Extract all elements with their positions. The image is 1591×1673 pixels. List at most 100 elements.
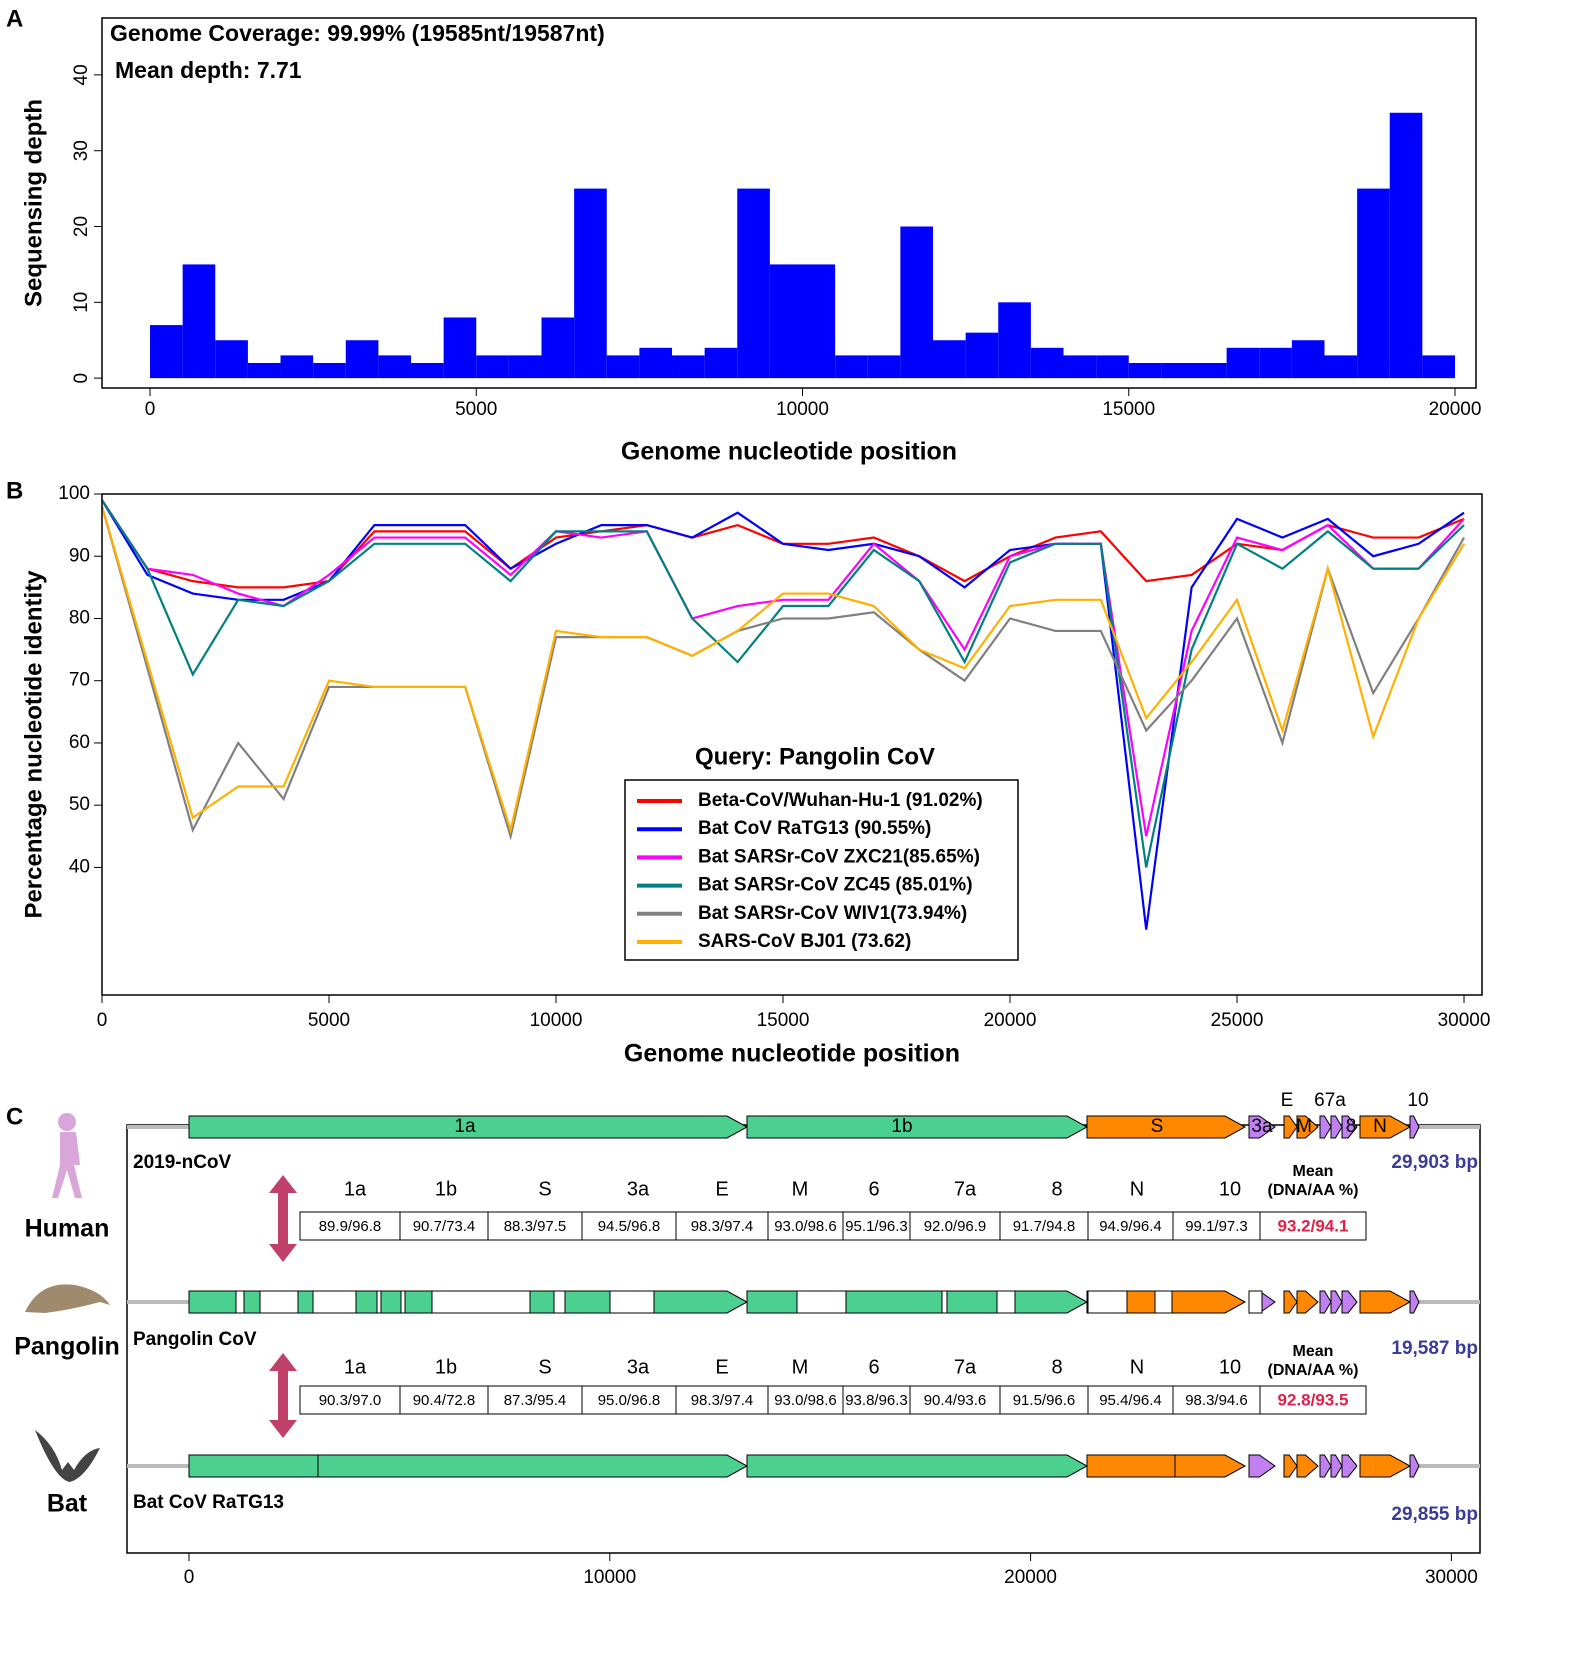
x-tick-label: 15000 [1102, 399, 1155, 420]
depth-bar [182, 264, 216, 379]
depth-bar [1063, 355, 1097, 379]
gene-label: 1a [454, 1116, 476, 1137]
x-tick-label: 20000 [1004, 1567, 1057, 1588]
y-tick-label: 10 [71, 292, 92, 313]
depth-bar [247, 362, 281, 379]
genome-name: Bat CoV RaTG13 [133, 1492, 284, 1513]
table-cell: 90.3/97.0 [319, 1392, 382, 1409]
gene-arrow [1086, 1454, 1247, 1478]
table-cell: 99.1/97.3 [1185, 1218, 1248, 1235]
table-header: M [792, 1356, 809, 1378]
depth-bar [737, 188, 770, 379]
gene-arrow [1341, 1115, 1358, 1139]
depth-bar [1096, 355, 1129, 379]
depth-bar [1357, 188, 1390, 379]
table-cell: 90.4/72.8 [413, 1392, 476, 1409]
depth-bar [639, 347, 673, 379]
y-axis-label: Percentage nucleotide identity [20, 570, 47, 919]
depth-bar [933, 340, 966, 379]
gene-arrow [1359, 1290, 1412, 1314]
table-mean: 92.8/93.5 [1278, 1390, 1349, 1409]
depth-bar [215, 340, 248, 379]
table-cell: 95.1/96.3 [845, 1218, 908, 1235]
table-cell: 90.4/93.6 [924, 1392, 987, 1409]
legend-label: SARS-CoV BJ01 (73.62) [698, 931, 911, 952]
table-cell: 88.3/97.5 [504, 1218, 567, 1235]
pangolin-icon [25, 1284, 110, 1313]
gene-label: E [1281, 1090, 1294, 1111]
table-cell: 93.0/98.6 [774, 1218, 837, 1235]
table-cell: 95.0/96.8 [598, 1392, 661, 1409]
x-tick-label: 0 [145, 399, 156, 420]
gene-arrow [1296, 1290, 1319, 1314]
gene-arrow [1086, 1115, 1247, 1139]
gap [609, 1290, 655, 1314]
depth-bar [606, 355, 640, 379]
x-tick-label: 10000 [776, 399, 829, 420]
identity-line [100, 506, 1465, 841]
table-cell: 91.7/94.8 [1013, 1218, 1076, 1235]
gene-arrow [1296, 1454, 1319, 1478]
identity-line [100, 506, 1465, 835]
depth-bar [508, 355, 542, 379]
table-cell: 94.9/96.4 [1099, 1218, 1162, 1235]
genome-length: 29,855 bp [1391, 1504, 1478, 1525]
depth-bar [769, 264, 803, 379]
gene-label: 1b [891, 1116, 912, 1137]
panel-label: B [6, 477, 23, 504]
x-tick-label: 10000 [530, 1010, 583, 1031]
gene-label: M [1296, 1116, 1312, 1137]
gene-label: 3a [1251, 1116, 1273, 1137]
table-header: 10 [1219, 1356, 1241, 1378]
depth-bar [1161, 362, 1194, 379]
gene-arrow [746, 1454, 1089, 1478]
depth-bar [443, 317, 477, 379]
y-tick-label: 90 [69, 545, 90, 566]
depth-bar [541, 317, 575, 379]
gene-arrow [1359, 1454, 1412, 1478]
gene-arrow [1248, 1115, 1276, 1139]
gap [259, 1290, 299, 1314]
table-header: E [715, 1356, 728, 1378]
x-tick-label: 20000 [1429, 399, 1482, 420]
y-tick-label: 60 [69, 732, 90, 753]
table-header: S [538, 1178, 551, 1200]
y-tick-label: 0 [71, 373, 92, 384]
table-header: 7a [954, 1356, 977, 1378]
depth-bar [704, 347, 738, 379]
gap [941, 1290, 948, 1314]
gap [1248, 1290, 1263, 1314]
legend-label: Bat SARSr-CoV WIV1(73.94%) [698, 903, 967, 924]
gene-arrow [746, 1115, 1089, 1139]
table-cell: 95.4/96.4 [1099, 1392, 1162, 1409]
depth-bar [998, 302, 1031, 379]
y-tick-label: 50 [69, 794, 90, 815]
gene-arrow [1248, 1454, 1276, 1478]
legend-label: Beta-CoV/Wuhan-Hu-1 (91.02%) [698, 790, 983, 811]
panel-label: C [6, 1103, 23, 1130]
identity-line [101, 499, 1465, 837]
legend-label: Bat CoV RaTG13 (90.55%) [698, 818, 931, 839]
species-label: Human [25, 1215, 110, 1243]
genome-name: Pangolin CoV [133, 1329, 257, 1350]
x-tick-label: 15000 [757, 1010, 810, 1031]
y-tick-label: 40 [71, 64, 92, 85]
depth-bar [1128, 362, 1162, 379]
x-tick-label: 5000 [308, 1010, 350, 1031]
y-tick-label: 80 [69, 607, 90, 628]
mean-header: (DNA/AA %) [1268, 1182, 1359, 1199]
depth-bar [1226, 347, 1260, 379]
depth-bar [150, 325, 183, 379]
gap [796, 1290, 847, 1314]
table-header: N [1130, 1356, 1144, 1378]
gene-arrow [1319, 1454, 1332, 1478]
gene-label: 67a [1314, 1090, 1346, 1111]
gene-label: 10 [1407, 1090, 1428, 1111]
table-cell: 92.0/96.9 [924, 1218, 987, 1235]
gap [312, 1290, 357, 1314]
depth-bar [411, 362, 444, 379]
panel-label: A [6, 5, 23, 32]
gap [553, 1290, 566, 1314]
gene-arrow [1283, 1454, 1298, 1478]
